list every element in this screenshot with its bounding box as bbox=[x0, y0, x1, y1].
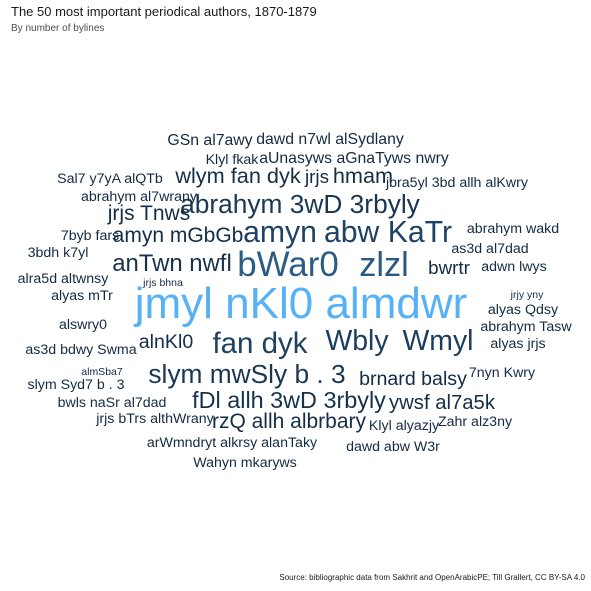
chart-title: The 50 most important periodical authors… bbox=[11, 4, 317, 19]
word-fdl-allh-3wd-3rbyly: fDl allh 3wD 3rbyly bbox=[192, 387, 386, 413]
word-7byb-fars: 7byb fars bbox=[61, 228, 119, 244]
word-bwrtr: bwrtr bbox=[428, 257, 470, 278]
word-abw-katr: abw KaTr bbox=[324, 216, 452, 249]
word-sal7-y7ya-alqtb: Sal7 y7yA alQTb bbox=[57, 171, 163, 187]
word-abrahym-wakd: abrahym wakd bbox=[467, 221, 559, 237]
word-klyl-alyazjy: Klyl alyazjy bbox=[369, 418, 440, 434]
word-jrjs-tnws: jrjs Tnws bbox=[107, 202, 190, 225]
word-wlym-fan-dyk: wlym fan dyk bbox=[174, 163, 300, 188]
word-gsn-al7awy: GSn al7awy bbox=[167, 132, 252, 149]
word-zahr-alz3ny: Zahr alz3ny bbox=[438, 414, 513, 430]
word-slym-mwsly-b-3: slym mwSly b . 3 bbox=[148, 359, 345, 389]
word-wbly: Wbly bbox=[325, 325, 389, 357]
word-alswry0: alswry0 bbox=[59, 317, 107, 333]
word-bwls-nasr-al7dad: bwls naSr al7dad bbox=[58, 395, 167, 411]
word-jrjy-yny: jrjy yny bbox=[510, 289, 544, 301]
source-caption: Source: bibliographic data from Sakhrit … bbox=[279, 573, 585, 582]
word-jbra5yl-3bd-allh-alkwry: jbra5yl 3bd allh alKwry bbox=[385, 175, 529, 191]
word-zlzl: zlzl bbox=[359, 246, 409, 284]
word-dawd-abw-w3r: dawd abw W3r bbox=[346, 439, 440, 455]
word-jrjs: jrjs bbox=[304, 166, 329, 187]
word-7nyn-kwry: 7nyn Kwry bbox=[469, 365, 536, 381]
word-rzq-allh-albrbary: rzQ allh albrbary bbox=[212, 410, 367, 433]
word-amyn: amyn bbox=[243, 216, 317, 249]
word-abrahym-tasw: abrahym Tasw bbox=[480, 319, 572, 335]
word-hmam: hmam bbox=[333, 163, 393, 188]
word-as3d-al7dad: as3d al7dad bbox=[451, 241, 528, 257]
word-abrahym-3wd-3rbyly: abrahym 3wD 3rbyly bbox=[180, 189, 421, 219]
word-alyas-qdsy: alyas Qdsy bbox=[488, 302, 559, 318]
chart-subtitle: By number of bylines bbox=[11, 23, 105, 34]
word-ywsf-al7a5k: ywsf al7a5k bbox=[389, 392, 496, 414]
word-aunasyws-agnatyws-nwry: aUnasyws aGnaTyws nwry bbox=[259, 150, 449, 167]
word-adwn-lwys: adwn lwys bbox=[481, 259, 546, 275]
word-alyas-mtr: alyas mTr bbox=[51, 288, 113, 304]
word-alnkl0: alnKl0 bbox=[139, 331, 194, 353]
word-fan-dyk: fan dyk bbox=[212, 327, 307, 360]
word-bwar0: bWar0 bbox=[237, 245, 338, 284]
word-alra5d-altwnsy: alra5d altwnsy bbox=[18, 271, 110, 287]
word-as3d-bdwy-swma: as3d bdwy Swma bbox=[25, 342, 136, 358]
word-jrjs-btrs-althwrany: jrjs bTrs althWrany bbox=[95, 411, 214, 427]
word-jrjs-bhna: jrjs bhna bbox=[142, 277, 183, 289]
word-slym-syd7-b-3: slym Syd7 b . 3 bbox=[28, 377, 125, 393]
word-antwn-nwfl: anTwn nwfl bbox=[112, 250, 232, 277]
word-jmyl-nkl0-almdwr: jmyl nKl0 almdwr bbox=[133, 279, 468, 328]
word-3bdh-k7yl: 3bdh k7yl bbox=[28, 245, 89, 261]
word-alyas-jrjs: alyas jrjs bbox=[490, 336, 545, 352]
word-brnard-balsy: brnard balsy bbox=[359, 368, 467, 390]
word-wahyn-mkaryws: Wahyn mkaryws bbox=[193, 455, 297, 471]
word-amyn-mgbgb: amyn mGbGb bbox=[113, 224, 244, 247]
word-wmyl: Wmyl bbox=[403, 325, 474, 357]
word-dawd-n7wl-alsydlany: dawd n7wl alSydlany bbox=[256, 131, 404, 148]
word-abrahym-al7wrany: abrahym al7wrany bbox=[81, 189, 198, 205]
word-klyl-fkak: Klyl fkak bbox=[206, 152, 260, 168]
word-almsba7: almSba7 bbox=[81, 366, 123, 378]
word-arwmndryt-alkrsy-alantaky: arWmndryt alkrsy alanTaky bbox=[147, 435, 318, 451]
